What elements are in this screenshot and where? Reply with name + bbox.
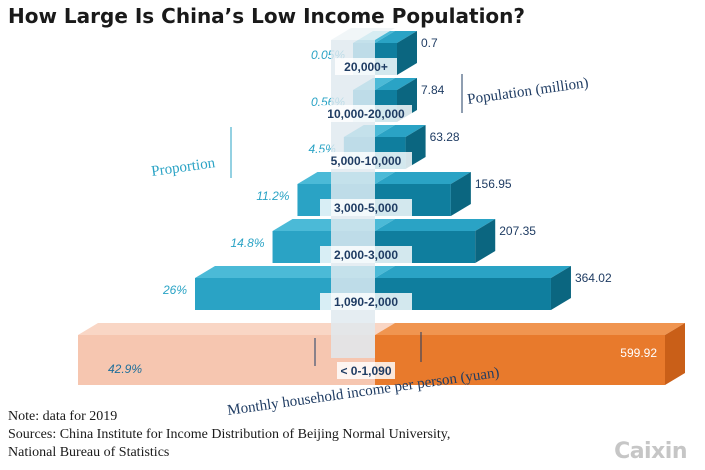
footnote: Note: data for 2019 Sources: China Insti… bbox=[8, 408, 450, 462]
sources-text: Sources: China Institute for Income Dist… bbox=[8, 427, 451, 442]
proportion-bar bbox=[78, 335, 375, 385]
population-bar-side bbox=[475, 219, 496, 263]
population-bar-top bbox=[375, 323, 685, 335]
caixin-logo: Caixin bbox=[614, 439, 687, 464]
proportion-label: 26% bbox=[162, 283, 187, 297]
population-bar-top bbox=[375, 266, 571, 278]
population-bar bbox=[375, 335, 665, 385]
population-label: 156.95 bbox=[475, 177, 512, 191]
population-bar-side bbox=[397, 31, 417, 75]
population-label: 0.7 bbox=[421, 36, 438, 50]
population-label: 364.02 bbox=[575, 271, 612, 285]
category-label: 2,000-3,000 bbox=[334, 248, 398, 262]
chart-title: How Large Is China’s Low Income Populati… bbox=[8, 4, 526, 28]
population-bar-side bbox=[550, 266, 571, 310]
population-bar-side bbox=[450, 172, 471, 216]
population-label: 63.28 bbox=[430, 130, 460, 144]
category-label-bg bbox=[320, 105, 412, 122]
category-label: < 0-1,090 bbox=[340, 364, 391, 378]
population-label: 7.84 bbox=[421, 83, 445, 97]
population-series-label: Population (million) bbox=[466, 75, 589, 108]
note-text: Note: data for 2019 bbox=[8, 409, 118, 424]
population-bar-top bbox=[375, 78, 417, 90]
population-label: 599.92 bbox=[620, 346, 657, 360]
category-label: 3,000-5,000 bbox=[334, 201, 398, 215]
population-label: 207.35 bbox=[499, 224, 536, 238]
population-bar-top bbox=[375, 172, 471, 184]
proportion-label: 42.9% bbox=[108, 362, 142, 376]
category-label: 10,000-20,000 bbox=[327, 107, 405, 121]
population-bar-side bbox=[665, 323, 685, 385]
category-label-bg bbox=[337, 362, 395, 379]
population-bar-top bbox=[375, 219, 496, 231]
category-label-bg bbox=[335, 58, 397, 75]
population-bar-top bbox=[375, 31, 417, 43]
category-label-bg bbox=[320, 152, 412, 169]
sources-text-line2: National Bureau of Statistics bbox=[8, 445, 170, 460]
proportion-label: 14.8% bbox=[231, 236, 265, 250]
proportion-bar-top bbox=[78, 323, 395, 335]
category-label: 1,090-2,000 bbox=[334, 295, 398, 309]
category-label: 5,000-10,000 bbox=[331, 154, 402, 168]
category-label: 20,000+ bbox=[344, 60, 388, 74]
category-label-bg bbox=[320, 246, 412, 263]
category-label-bg bbox=[320, 293, 412, 310]
population-bar-top bbox=[375, 125, 426, 137]
category-label-bg bbox=[320, 199, 412, 216]
proportion-label: 11.2% bbox=[256, 189, 289, 203]
proportion-series-label: Proportion bbox=[150, 155, 216, 180]
center-column-top bbox=[331, 28, 395, 40]
